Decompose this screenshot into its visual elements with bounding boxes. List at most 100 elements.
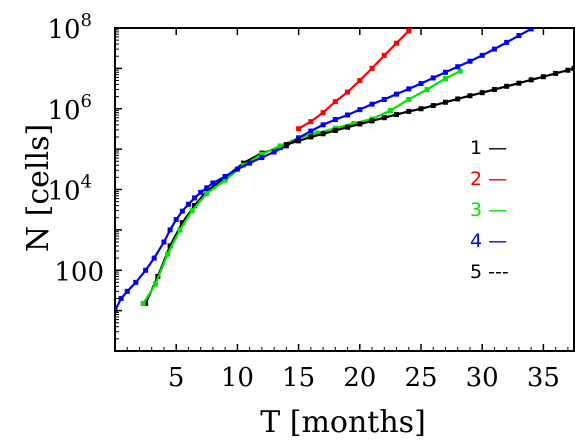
data-point: [277, 143, 283, 149]
data-point: [479, 90, 485, 96]
data-point: [406, 86, 412, 92]
data-point: [455, 64, 461, 70]
y-tick-label: 104: [47, 172, 92, 207]
data-point: [143, 267, 149, 273]
data-point: [442, 99, 448, 105]
y-tick-exponent: 8: [81, 10, 92, 31]
data-point: [296, 135, 302, 141]
series-3: [140, 68, 463, 307]
data-point: [308, 119, 314, 125]
x-tick-label: 5: [168, 363, 185, 393]
data-point: [259, 155, 265, 161]
data-point: [320, 110, 326, 116]
data-point: [381, 115, 387, 121]
x-axis-title: T [months]: [260, 405, 426, 440]
y-tick-exponent: 6: [81, 91, 92, 112]
y-axis-title: N [cells]: [21, 124, 56, 252]
data-point: [528, 28, 534, 32]
data-point: [189, 208, 195, 214]
legend: 1 — 2 — 3 — 4 — 5 ---: [470, 137, 509, 283]
data-point: [430, 75, 436, 81]
data-point: [234, 166, 240, 172]
data-point: [479, 52, 485, 58]
data-point: [357, 107, 363, 113]
data-point: [540, 74, 546, 80]
data-point: [222, 173, 228, 179]
data-point: [528, 77, 534, 83]
data-point: [185, 201, 191, 207]
data-point: [210, 180, 216, 186]
x-tick-label: 20: [343, 363, 376, 393]
data-point: [345, 112, 351, 118]
data-point: [418, 106, 424, 112]
data-point: [247, 160, 253, 166]
data-point: [296, 126, 302, 132]
data-point: [151, 255, 157, 261]
data-point: [491, 86, 497, 92]
data-point: [394, 112, 400, 118]
data-point: [314, 130, 320, 136]
data-point: [345, 124, 351, 130]
data-point: [133, 279, 139, 285]
data-point: [124, 288, 130, 294]
data-point: [271, 149, 277, 155]
data-point: [320, 131, 326, 137]
data-point: [152, 281, 158, 287]
y-tick-exponent: 4: [81, 172, 92, 193]
data-point: [332, 99, 338, 105]
series-line-1: [144, 146, 281, 304]
data-point: [320, 122, 326, 128]
data-point: [455, 96, 461, 102]
data-point: [406, 28, 412, 34]
data-point: [332, 127, 338, 133]
series-group: [115, 28, 574, 314]
data-point: [516, 33, 522, 39]
data-point: [381, 96, 387, 102]
data-point: [140, 301, 146, 307]
x-tick-label: 30: [466, 363, 499, 393]
data-point: [283, 142, 289, 148]
data-point: [406, 96, 412, 102]
series-line-3: [142, 70, 461, 305]
data-point: [571, 65, 574, 71]
data-point: [387, 108, 393, 114]
data-point: [259, 151, 265, 157]
data-point: [222, 177, 228, 183]
data-point: [442, 69, 448, 75]
data-point: [179, 208, 185, 214]
data-point: [369, 65, 375, 71]
data-point: [296, 138, 302, 144]
y-tick-label: 106: [47, 91, 92, 126]
data-point: [418, 81, 424, 87]
data-point: [165, 251, 171, 257]
data-point: [198, 189, 204, 195]
data-point: [394, 40, 400, 46]
series-1: [143, 144, 283, 307]
x-tick-label: 10: [221, 363, 254, 393]
y-axis: 100 104 106 108: [47, 10, 122, 352]
data-point: [204, 185, 210, 191]
legend-entry-1: 1 —: [470, 137, 507, 159]
data-point: [467, 93, 473, 99]
legend-entry-4: 4 —: [470, 230, 507, 252]
data-point: [161, 239, 167, 245]
data-point: [457, 68, 463, 74]
data-point: [424, 86, 430, 92]
x-tick-label: 25: [404, 363, 437, 393]
data-point: [177, 227, 183, 233]
series-5: [283, 65, 574, 148]
data-point: [516, 80, 522, 86]
data-point: [442, 76, 448, 82]
data-point: [345, 89, 351, 95]
series-layer: [115, 28, 574, 314]
x-axis: 5 10 15 20 25 30 35: [126, 28, 569, 393]
data-point: [167, 227, 173, 233]
data-point: [357, 78, 363, 84]
data-point: [491, 46, 497, 52]
data-point: [308, 134, 314, 140]
data-point: [381, 52, 387, 58]
data-point: [192, 195, 198, 201]
legend-entry-5: 5 ---: [470, 261, 509, 283]
data-point: [192, 203, 198, 209]
data-point: [357, 121, 363, 127]
